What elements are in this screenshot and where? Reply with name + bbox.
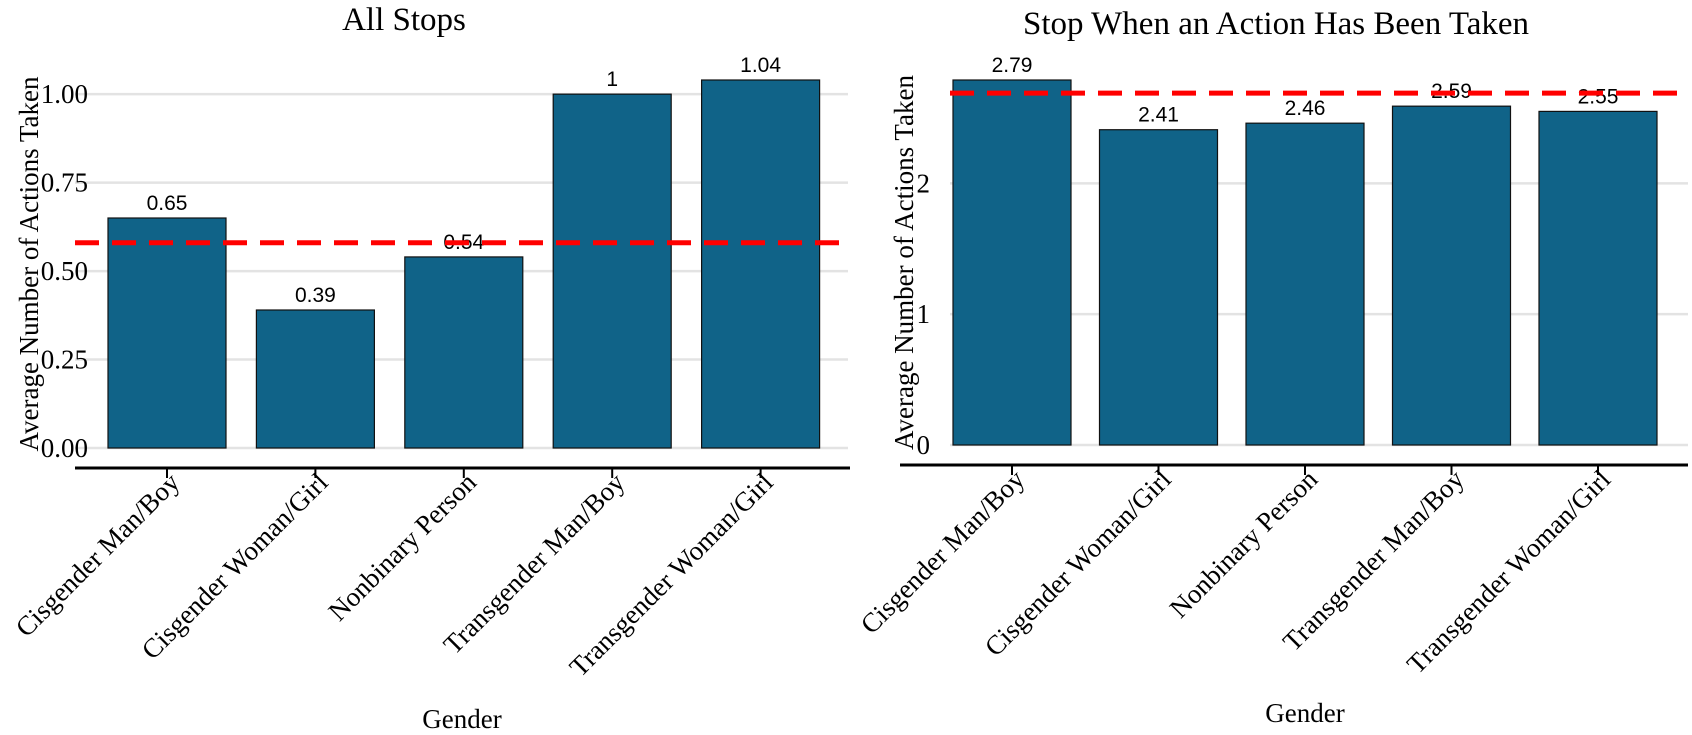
- y-tick-label: 0.25: [41, 345, 88, 375]
- x-axis-title: Gender: [422, 704, 501, 734]
- bar: [1538, 110, 1658, 446]
- y-tick-label: 1: [917, 299, 931, 329]
- chart-panel-action-taken: Stop When an Action Has Been Taken 2.79 2…: [855, 6, 1688, 728]
- bar-value-label: 2.46: [1285, 97, 1326, 120]
- y-tick-label: 0.00: [41, 433, 88, 463]
- bar-value-label: 2.79: [992, 54, 1033, 77]
- x-tick-label: Cisgender Man/Boy: [10, 467, 186, 643]
- x-tick-label: Cisgender Man/Boy: [855, 464, 1031, 640]
- x-tick-label: Nonbinary Person: [322, 467, 482, 627]
- bar: [404, 256, 524, 449]
- y-tick-labels: 0 1 2: [917, 168, 931, 460]
- bar-group: [107, 79, 821, 449]
- bar: [1098, 129, 1219, 446]
- bar-value-label: 0.39: [295, 284, 336, 307]
- bar: [700, 79, 821, 449]
- chart-title: Stop When an Action Has Been Taken: [1023, 6, 1529, 42]
- bar-group: [952, 79, 1658, 446]
- chart-title: All Stops: [342, 2, 466, 38]
- y-tick-label: 0.50: [41, 256, 88, 286]
- bar-value-label: 1.04: [740, 54, 781, 77]
- bar: [1245, 122, 1365, 446]
- bar-value-label: 1: [606, 68, 618, 91]
- bar: [552, 93, 672, 449]
- bar: [952, 79, 1072, 446]
- bar-value-label: 0.65: [147, 192, 188, 215]
- y-tick-label: 1.00: [41, 79, 88, 109]
- x-tick-label: Nonbinary Person: [1164, 464, 1324, 624]
- y-tick-label: 0.75: [41, 168, 88, 198]
- x-axis-title: Gender: [1265, 698, 1344, 728]
- bar: [255, 309, 375, 449]
- bar-value-label: 2.41: [1138, 104, 1179, 127]
- y-tick-labels: 0.00 0.25 0.50 0.75 1.00: [41, 79, 88, 463]
- bar: [107, 217, 227, 449]
- y-tick-label: 2: [917, 168, 931, 198]
- data-label-group: 2.792.412.462.592.55: [992, 54, 1619, 127]
- y-tick-label: 0: [917, 430, 931, 460]
- bar: [1391, 105, 1512, 446]
- y-axis-title: Average Number of Actions Taken: [14, 76, 44, 451]
- y-axis-title: Average Number of Actions Taken: [889, 75, 919, 450]
- bar-value-label: 2.55: [1578, 85, 1619, 108]
